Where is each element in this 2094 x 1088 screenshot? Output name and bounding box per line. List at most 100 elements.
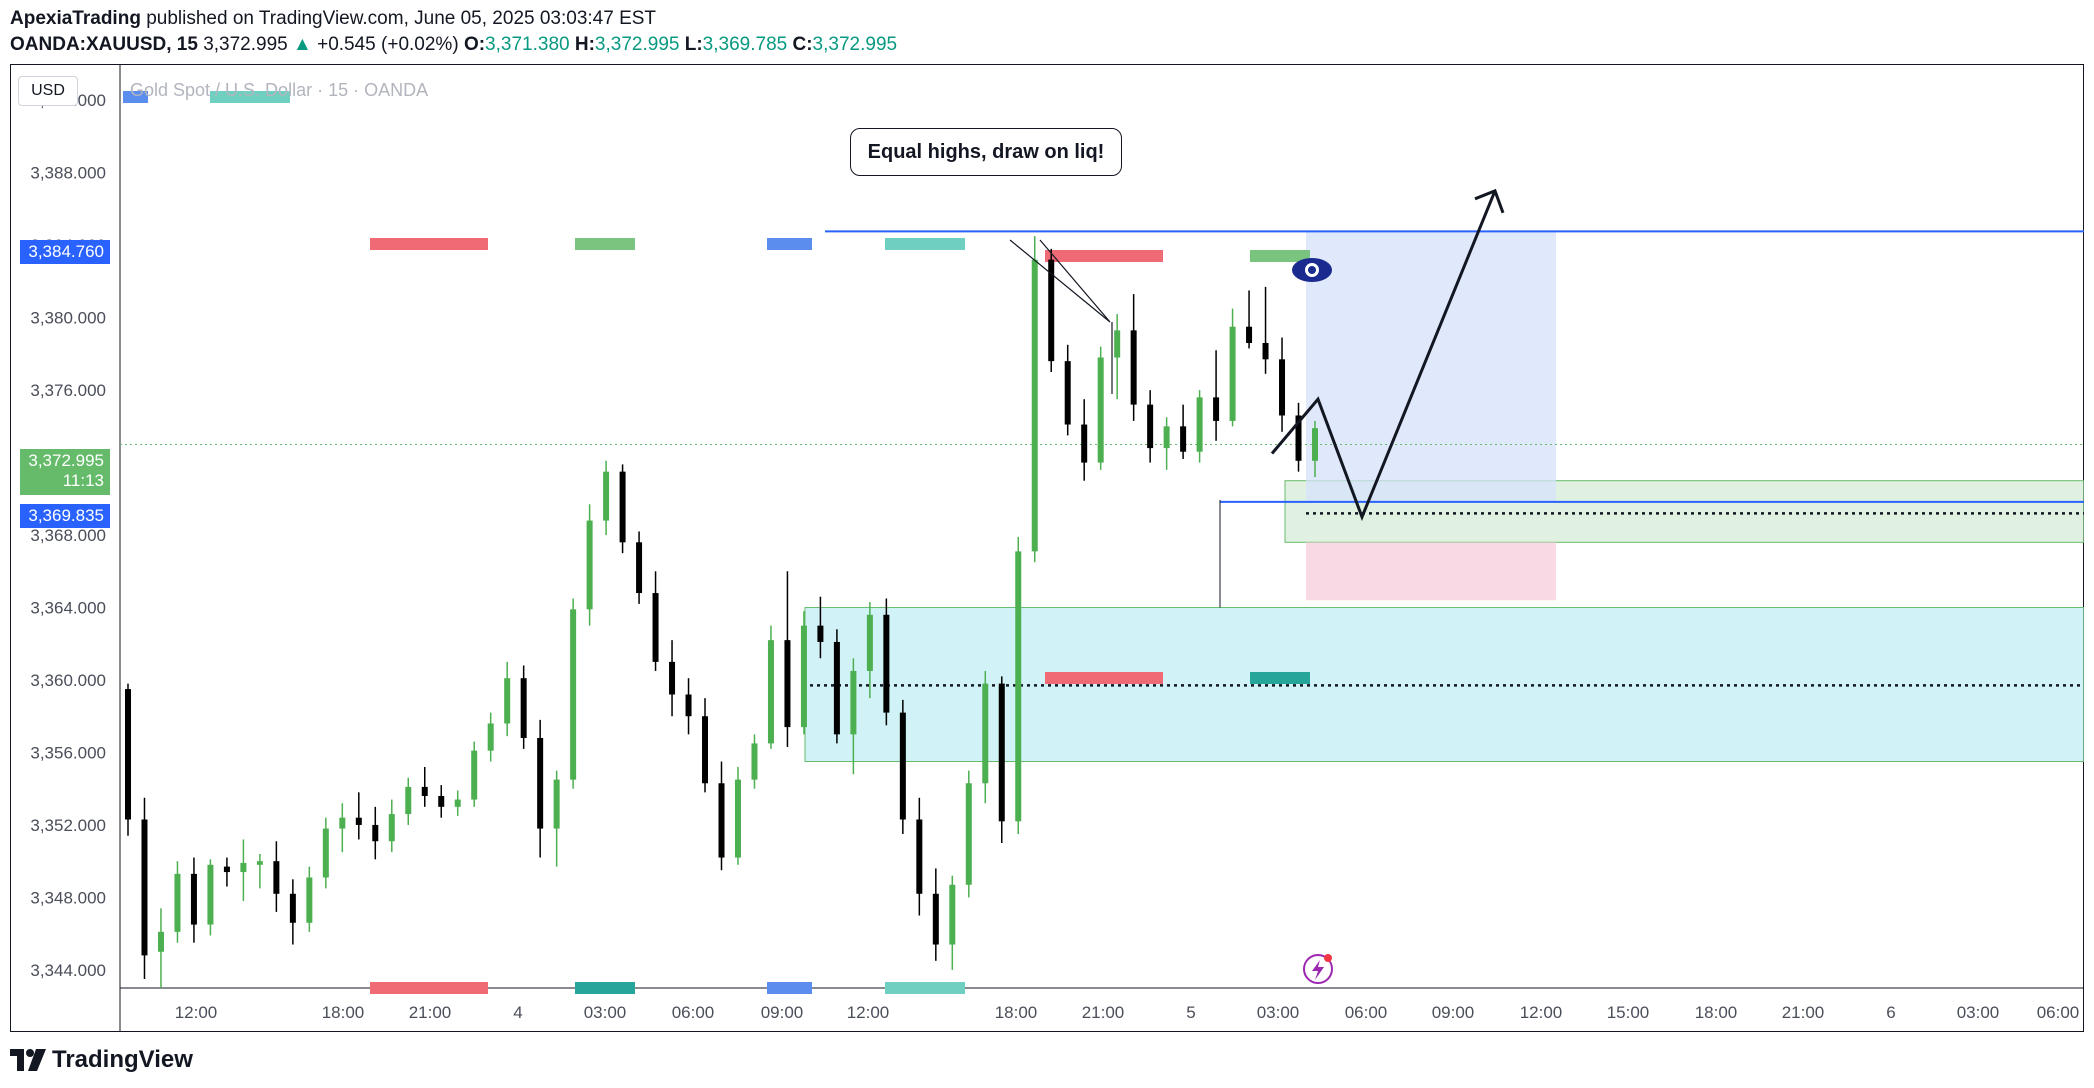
candle [1213, 350, 1220, 441]
open-label: O: [463, 34, 486, 55]
candle [207, 859, 214, 936]
candle-body [125, 689, 131, 820]
candle [454, 790, 461, 816]
candle-body [685, 694, 692, 717]
candle [1147, 390, 1154, 463]
low-label: L: [684, 34, 703, 55]
candle-body [800, 625, 807, 728]
candle [1114, 314, 1121, 400]
x-tick-label: 15:00 [1607, 1003, 1650, 1022]
candle [1048, 248, 1055, 372]
y-tick-label: 3,348.000 [30, 888, 106, 907]
annotation-callout[interactable]: Equal highs, draw on liq! [850, 128, 1122, 176]
candle [570, 598, 577, 789]
candle [1097, 346, 1104, 470]
candle [833, 629, 840, 744]
x-tick-label: 03:00 [1257, 1003, 1300, 1022]
candle-body [190, 873, 197, 925]
x-tick-label: 06:00 [2037, 1003, 2080, 1022]
price-chart[interactable]: 3,344.000 3,348.000 3,352.000 3,356.000 3,36… [10, 64, 2084, 1032]
candle [718, 761, 725, 871]
x-tick-label: 21:00 [1782, 1003, 1825, 1022]
high-value: 3,372.995 [594, 34, 680, 55]
candle [1229, 308, 1236, 427]
y-tick-label: 3,376.000 [30, 381, 106, 400]
x-tick-label: 21:00 [1082, 1003, 1125, 1022]
y-tick-label: 3,388.000 [30, 164, 106, 183]
x-tick-label: 5 [1186, 1003, 1195, 1022]
candle [388, 799, 395, 853]
candle-body [1262, 343, 1269, 360]
candle [1196, 390, 1203, 463]
candle-body [289, 893, 296, 923]
stop-zone [1306, 542, 1556, 601]
candle-body [388, 814, 395, 842]
candle-body [372, 824, 379, 842]
candle-body [751, 743, 758, 780]
session-marker [1045, 672, 1163, 684]
x-tick-label: 12:00 [847, 1003, 890, 1022]
currency-button[interactable]: USD [18, 76, 78, 106]
current-price-tag: 3,372.995 11:13 [20, 449, 110, 495]
candle [932, 868, 939, 961]
candle [619, 464, 626, 554]
candle [306, 866, 313, 932]
candle [652, 571, 659, 671]
up-triangle-icon: ▲ [293, 34, 312, 55]
session-marker [123, 91, 148, 103]
author-name[interactable]: ApexiaTrading [10, 8, 141, 29]
y-tick-label: 3,368.000 [30, 526, 106, 545]
symbol-label: OANDA:XAUUSD, 15 [10, 34, 198, 55]
session-marker [767, 238, 812, 250]
candle-body [1097, 357, 1104, 463]
target-zone [1306, 231, 1556, 502]
projection-arrowhead [1474, 188, 1505, 214]
candle-body [850, 670, 857, 735]
candle [817, 596, 824, 659]
candle-body [1312, 428, 1318, 461]
candle-body [421, 786, 428, 796]
candle-body [438, 795, 445, 807]
candle [240, 839, 247, 902]
candle-body [619, 471, 626, 543]
session-marker [575, 238, 635, 250]
candle [487, 712, 494, 762]
last-price: 3,372.995 [203, 34, 288, 55]
candle-body [454, 799, 461, 807]
candle-body [652, 593, 659, 662]
candle-body [1246, 326, 1253, 344]
x-tick-label: 06:00 [1345, 1003, 1388, 1022]
brand-name: TradingView [52, 1046, 193, 1073]
candle-body [1081, 424, 1088, 463]
candle [1031, 236, 1038, 563]
candle [1015, 536, 1022, 834]
candle [850, 658, 857, 775]
x-tick-label: 21:00 [409, 1003, 452, 1022]
x-tick-label: 03:00 [584, 1003, 627, 1022]
candle [685, 678, 692, 735]
candle-body [256, 861, 263, 865]
candle [1081, 399, 1088, 481]
candle [339, 803, 346, 853]
candle-body [1031, 259, 1038, 552]
candle-body [322, 828, 329, 878]
candle [702, 698, 709, 793]
candle [883, 598, 890, 726]
candle [998, 676, 1005, 844]
candle [223, 857, 230, 887]
y-tick-label: 3,360.000 [30, 671, 106, 690]
candle [916, 797, 923, 916]
candle [141, 797, 148, 979]
x-tick-label: 4 [513, 1003, 522, 1022]
candle [800, 611, 807, 735]
candle-body [273, 861, 280, 894]
tradingview-logo[interactable]: TradingView [10, 1046, 193, 1074]
session-marker [767, 982, 812, 994]
candle-body [817, 625, 824, 642]
candle [767, 625, 774, 749]
session-marker [1250, 672, 1310, 684]
candle-body [1295, 415, 1302, 461]
candle [1180, 404, 1187, 459]
session-marker [885, 238, 965, 250]
y-tick-label: 3,352.000 [30, 816, 106, 835]
